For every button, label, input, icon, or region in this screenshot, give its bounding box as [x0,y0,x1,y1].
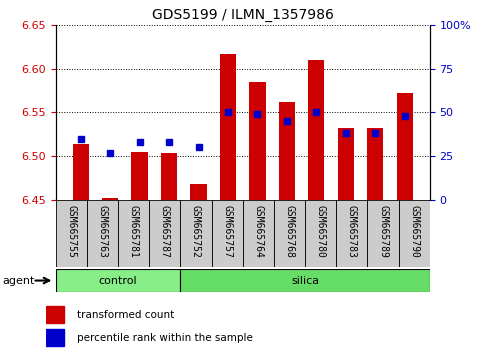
Text: GSM665763: GSM665763 [98,205,107,258]
Text: GSM665752: GSM665752 [191,205,201,258]
Bar [131,152,148,200]
Text: transformed count: transformed count [77,310,174,320]
Text: GSM665764: GSM665764 [253,205,263,258]
Bar [102,198,118,200]
FancyBboxPatch shape [56,200,87,267]
Text: control: control [99,275,137,286]
FancyBboxPatch shape [180,269,430,292]
Text: GSM665757: GSM665757 [222,205,232,258]
Text: GSM665780: GSM665780 [316,205,326,258]
Text: GSM665789: GSM665789 [378,205,388,258]
Bar [367,128,384,200]
FancyBboxPatch shape [242,200,274,267]
FancyBboxPatch shape [180,200,212,267]
Bar [279,102,295,200]
Text: silica: silica [291,275,319,286]
Bar [397,93,413,200]
FancyBboxPatch shape [87,200,118,267]
FancyBboxPatch shape [56,269,180,292]
Text: percentile rank within the sample: percentile rank within the sample [77,333,253,343]
Bar [46,329,64,347]
Bar [161,153,177,200]
Bar [46,306,64,323]
Title: GDS5199 / ILMN_1357986: GDS5199 / ILMN_1357986 [152,8,334,22]
FancyBboxPatch shape [336,200,368,267]
Text: GSM665768: GSM665768 [284,205,295,258]
FancyBboxPatch shape [305,200,336,267]
Text: GSM665781: GSM665781 [128,205,139,258]
Bar [249,82,266,200]
Text: GSM665790: GSM665790 [409,205,419,258]
Bar [220,54,236,200]
FancyBboxPatch shape [368,200,398,267]
FancyBboxPatch shape [398,200,430,267]
FancyBboxPatch shape [118,200,149,267]
Bar [72,144,89,200]
Text: agent: agent [2,275,35,286]
Bar [308,60,325,200]
FancyBboxPatch shape [149,200,180,267]
Bar [190,184,207,200]
FancyBboxPatch shape [212,200,242,267]
Text: GSM665783: GSM665783 [347,205,357,258]
Bar [338,128,354,200]
Text: GSM665787: GSM665787 [160,205,170,258]
FancyBboxPatch shape [274,200,305,267]
Text: GSM665755: GSM665755 [66,205,76,258]
